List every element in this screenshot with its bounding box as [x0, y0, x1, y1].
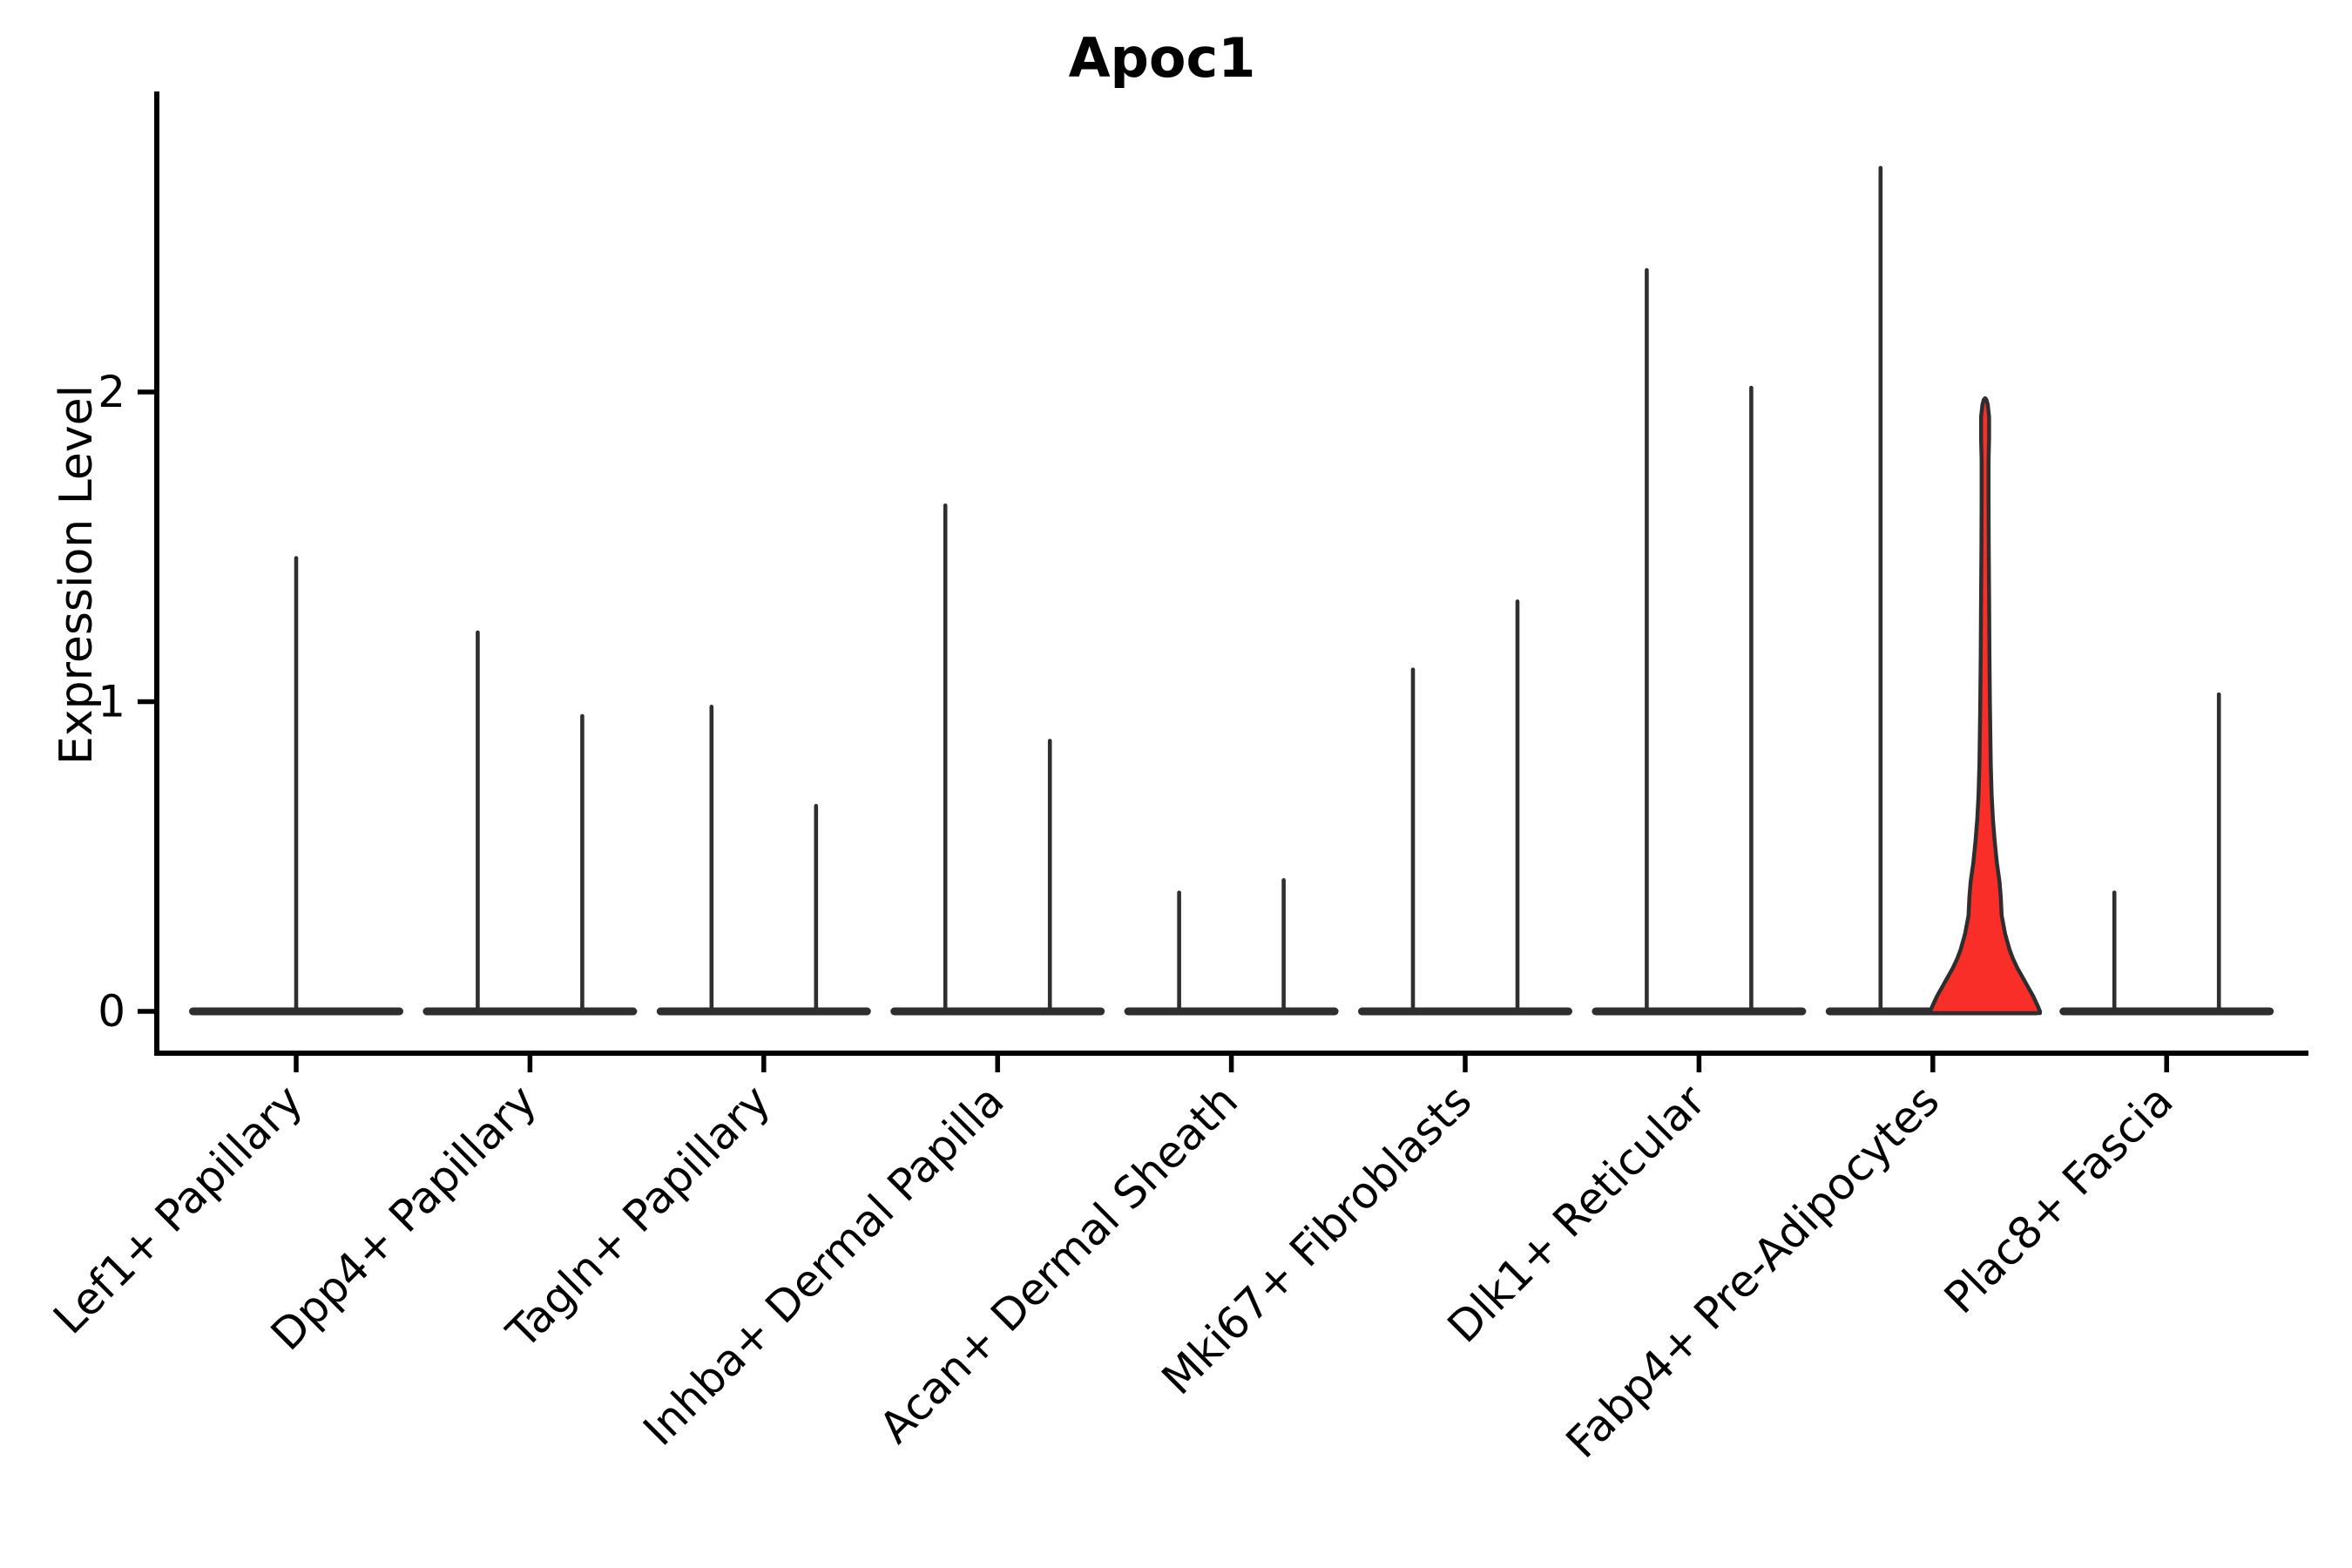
x-tick-label: Plac8+ Fascia	[1935, 1075, 2183, 1323]
y-tick-label: 0	[98, 986, 125, 1037]
violin-spike	[943, 503, 948, 1013]
violin-spike	[580, 713, 585, 1013]
violin-spike	[1047, 739, 1052, 1013]
x-tick-label: Dlk1+ Reticular	[1438, 1075, 1715, 1352]
violin-base	[1592, 1007, 1807, 1016]
y-tick-label: 1	[98, 677, 125, 727]
y-tick-label: 2	[98, 367, 125, 417]
y-axis-label: Expression Level	[51, 384, 103, 766]
violin-spike	[2112, 890, 2117, 1013]
violin-base	[890, 1007, 1105, 1016]
violin-spike	[476, 630, 480, 1013]
violin-spike	[709, 705, 714, 1013]
violin-base	[1124, 1007, 1339, 1016]
violin-base	[422, 1007, 638, 1016]
highlighted-violin	[1928, 395, 2043, 1016]
violin-spike	[814, 803, 819, 1013]
violin-spike	[1281, 878, 1286, 1013]
plot-title: Apoc1	[1068, 26, 1256, 90]
violin-spike	[1515, 599, 1520, 1013]
x-tick-label: Lef1+ Papillary	[44, 1075, 312, 1343]
violin-spike	[2216, 692, 2221, 1013]
violin-spike	[1749, 385, 1754, 1013]
violin-spike	[1645, 267, 1649, 1013]
violin-base	[1358, 1007, 1572, 1016]
x-tick-label: Fabp4+ Pre-Adipocytes	[1557, 1075, 1950, 1468]
violin-spike	[1410, 667, 1416, 1013]
violin-spike	[294, 556, 299, 1013]
violin-base	[2059, 1007, 2274, 1016]
violin-spike	[1878, 166, 1883, 1014]
violin-spike	[1177, 890, 1181, 1013]
violin-base	[656, 1007, 871, 1016]
